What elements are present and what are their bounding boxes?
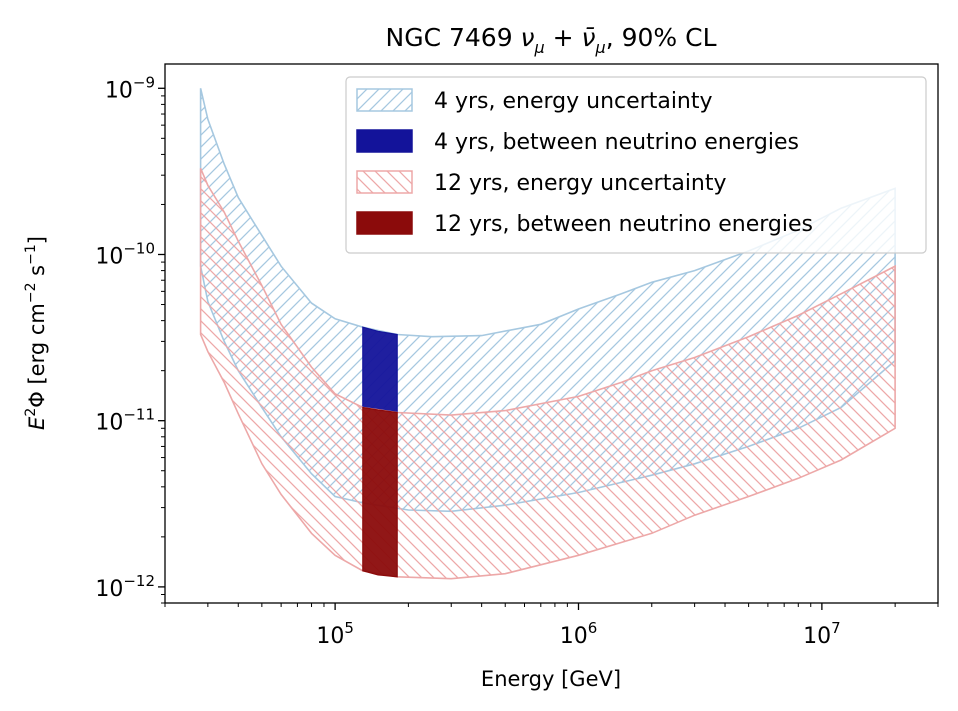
series-layer (199, 88, 896, 580)
x-tick-label: 106 (560, 619, 598, 649)
y-tick-label: 10−11 (95, 406, 155, 436)
legend-label: 12 yrs, energy uncertainty (434, 171, 727, 196)
plot-frame (164, 63, 939, 604)
series-area-2 (362, 326, 398, 414)
legend: 4 yrs, energy uncertainty 4 yrs, between … (345, 76, 927, 254)
x-tick-label: 107 (803, 619, 841, 649)
legend-label: 4 yrs, between neutrino energies (434, 130, 799, 155)
chart-title: NGC 7469 νμ + ν̄μ, 90% CL (386, 23, 717, 57)
series-area-4 (362, 406, 398, 578)
x-axis-label: Energy [GeV] (481, 667, 621, 691)
y-tick-label: 10−12 (95, 572, 155, 602)
legend-swatch (356, 88, 413, 112)
y-tick-label: 10−9 (105, 73, 155, 103)
legend-label: 12 yrs, between neutrino energies (434, 212, 813, 237)
x-tick-label: 105 (316, 619, 354, 649)
tick-layer: 105 106 107 10−12 10−11 10−10 10−9 (95, 73, 939, 649)
legend-swatch (356, 170, 413, 194)
legend-box (345, 76, 927, 254)
legend-label: 4 yrs, energy uncertainty (434, 89, 713, 114)
y-tick-label: 10−10 (95, 239, 155, 269)
legend-swatch (356, 129, 413, 153)
legend-swatch (356, 211, 413, 235)
y-axis-label: E2Φ [erg cm−2 s−1] (23, 236, 49, 430)
